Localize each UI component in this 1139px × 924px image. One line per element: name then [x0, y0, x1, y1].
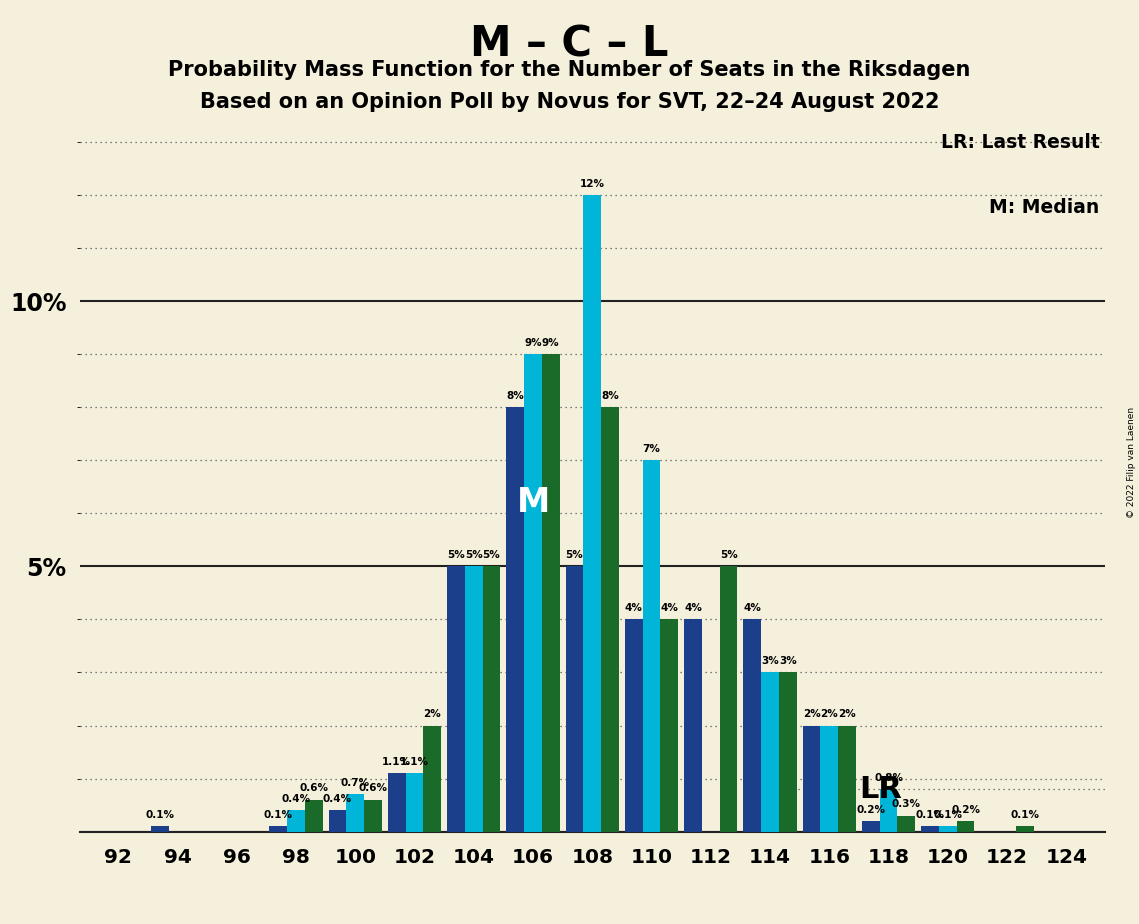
- Bar: [761, 673, 779, 832]
- Text: Probability Mass Function for the Number of Seats in the Riksdagen: Probability Mass Function for the Number…: [169, 60, 970, 80]
- Text: 2%: 2%: [424, 709, 441, 719]
- Text: 0.4%: 0.4%: [281, 794, 311, 804]
- Bar: [388, 773, 405, 832]
- Bar: [642, 460, 661, 832]
- Bar: [524, 354, 542, 832]
- Bar: [625, 619, 642, 832]
- Bar: [879, 789, 898, 832]
- Bar: [921, 826, 939, 832]
- Text: 1.1%: 1.1%: [400, 757, 429, 767]
- Bar: [803, 725, 820, 832]
- Bar: [583, 195, 601, 832]
- Bar: [957, 821, 975, 832]
- Bar: [465, 566, 483, 832]
- Text: 7%: 7%: [642, 444, 661, 454]
- Text: 8%: 8%: [507, 391, 524, 401]
- Text: 0.1%: 0.1%: [146, 810, 174, 820]
- Bar: [150, 826, 169, 832]
- Text: LR: LR: [860, 774, 902, 804]
- Text: 2%: 2%: [803, 709, 820, 719]
- Text: 4%: 4%: [661, 603, 678, 613]
- Bar: [661, 619, 678, 832]
- Text: 1.1%: 1.1%: [383, 757, 411, 767]
- Bar: [685, 619, 702, 832]
- Text: Based on an Opinion Poll by Novus for SVT, 22–24 August 2022: Based on an Opinion Poll by Novus for SV…: [199, 92, 940, 113]
- Text: M – C – L: M – C – L: [470, 23, 669, 65]
- Bar: [779, 673, 796, 832]
- Text: 2%: 2%: [838, 709, 855, 719]
- Text: 2%: 2%: [820, 709, 838, 719]
- Text: 4%: 4%: [625, 603, 642, 613]
- Bar: [744, 619, 761, 832]
- Text: 0.1%: 0.1%: [916, 810, 944, 820]
- Bar: [507, 407, 524, 832]
- Text: 0.1%: 0.1%: [264, 810, 293, 820]
- Text: 4%: 4%: [744, 603, 761, 613]
- Bar: [346, 795, 364, 832]
- Text: 5%: 5%: [566, 550, 583, 560]
- Text: 0.6%: 0.6%: [359, 784, 387, 794]
- Text: 9%: 9%: [524, 338, 542, 347]
- Text: 3%: 3%: [761, 656, 779, 666]
- Text: 12%: 12%: [580, 178, 605, 188]
- Bar: [269, 826, 287, 832]
- Text: 0.4%: 0.4%: [323, 794, 352, 804]
- Text: 0.7%: 0.7%: [341, 778, 370, 788]
- Bar: [862, 821, 879, 832]
- Bar: [424, 725, 441, 832]
- Text: LR: Last Result: LR: Last Result: [941, 133, 1099, 152]
- Bar: [566, 566, 583, 832]
- Text: © 2022 Filip van Laenen: © 2022 Filip van Laenen: [1126, 407, 1136, 517]
- Bar: [328, 810, 346, 832]
- Text: 0.1%: 0.1%: [933, 810, 962, 820]
- Bar: [1016, 826, 1034, 832]
- Text: 3%: 3%: [779, 656, 796, 666]
- Text: 9%: 9%: [542, 338, 559, 347]
- Text: 0.3%: 0.3%: [892, 799, 920, 809]
- Text: 8%: 8%: [601, 391, 618, 401]
- Bar: [820, 725, 838, 832]
- Text: 4%: 4%: [685, 603, 702, 613]
- Bar: [939, 826, 957, 832]
- Text: 5%: 5%: [465, 550, 483, 560]
- Text: 0.8%: 0.8%: [874, 772, 903, 783]
- Bar: [898, 816, 916, 832]
- Text: 5%: 5%: [483, 550, 500, 560]
- Bar: [601, 407, 618, 832]
- Text: 5%: 5%: [720, 550, 737, 560]
- Bar: [448, 566, 465, 832]
- Text: 5%: 5%: [448, 550, 465, 560]
- Bar: [542, 354, 559, 832]
- Text: 0.6%: 0.6%: [300, 784, 328, 794]
- Text: 0.2%: 0.2%: [951, 805, 980, 815]
- Text: M: M: [516, 486, 550, 519]
- Bar: [305, 800, 322, 832]
- Bar: [483, 566, 500, 832]
- Text: 0.2%: 0.2%: [857, 805, 885, 815]
- Text: M: Median: M: Median: [990, 198, 1099, 217]
- Text: 0.1%: 0.1%: [1010, 810, 1039, 820]
- Bar: [405, 773, 424, 832]
- Bar: [838, 725, 857, 832]
- Bar: [364, 800, 382, 832]
- Bar: [287, 810, 305, 832]
- Bar: [720, 566, 737, 832]
